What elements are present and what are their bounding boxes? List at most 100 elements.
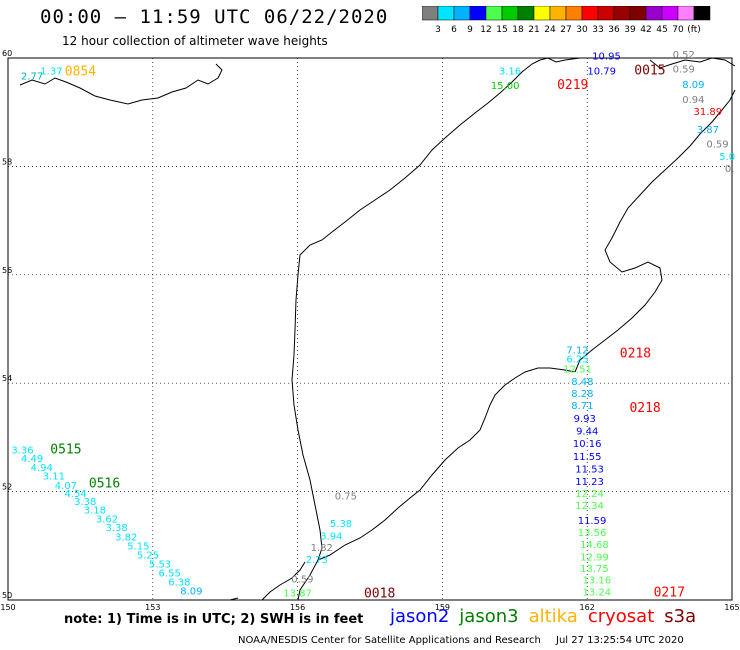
colorbar-label: 30	[576, 25, 588, 35]
pass-time-label: 0018	[364, 586, 395, 601]
wave-height-label: 9.44	[576, 427, 598, 438]
wave-height-label: 12.24	[575, 489, 604, 500]
wave-height-label: 2.77	[21, 72, 43, 83]
wave-height-label: 4.49	[21, 454, 43, 465]
colorbar-label: (ft)	[687, 25, 701, 35]
wave-height-label: 0.59	[291, 575, 313, 586]
wave-height-label: 0.59	[706, 139, 728, 150]
colorbar-label: 15	[496, 25, 507, 35]
pass-time-label: 0516	[89, 476, 120, 491]
legend-entry-s3a: s3a	[664, 606, 697, 627]
pass-time-label: 0219	[557, 78, 588, 93]
wave-height-label: 8.28	[571, 389, 593, 400]
wave-height-label: 1.82	[311, 543, 333, 554]
wave-height-label: 8.71	[571, 401, 593, 412]
legend-entry-altika: altika	[528, 606, 578, 627]
okhotsk-north-coastline	[19, 63, 223, 105]
lat-tick-label: 58	[2, 157, 12, 166]
wave-height-label: 8.09	[180, 587, 202, 598]
wave-height-label: 4.54	[64, 489, 86, 500]
wave-height-labels: 2.771.37 10.95 10.79 3.16 15.00 0.52 0.59 8.09 0…	[11, 50, 735, 600]
legend-entry-jason2: jason2	[390, 606, 450, 627]
colorbar-label: 33	[592, 25, 603, 35]
colorbar-swatch	[693, 6, 711, 21]
wave-height-label: 5.0	[719, 152, 735, 163]
wave-height-label: 14.68	[580, 540, 609, 551]
wave-height-label: 3.87	[697, 125, 719, 136]
satellite-legend: jason2 jason3 altika cryosat s3a	[390, 606, 706, 627]
footer-note: note: 1) Time is in UTC; 2) SWH is in fe…	[64, 612, 364, 627]
wave-height-label: 6.55	[159, 569, 181, 580]
wave-height-label: 6.25	[566, 355, 588, 366]
wave-height-label: 10.79	[587, 66, 616, 77]
lat-tick-label: 60	[2, 49, 12, 58]
lat-tick-label: 50	[2, 591, 12, 600]
northern-coastline	[539, 57, 736, 69]
wave-height-label: 3.16	[499, 66, 521, 77]
wave-height-label: 15.00	[491, 81, 520, 92]
wave-height-label: 3.94	[320, 531, 342, 542]
wave-height-label: 7.12	[566, 345, 588, 356]
map-title: 00:00 – 11:59 UTC 06/22/2020	[40, 6, 389, 28]
wave-height-label: 0.75	[335, 492, 357, 503]
wave-height-label: 0.52	[673, 50, 695, 61]
kuril-islands	[229, 561, 306, 601]
wave-height-label: 3.38	[105, 523, 127, 534]
colorbar-label: 21	[528, 25, 539, 35]
colorbar-label: 9	[467, 25, 473, 35]
pass-time-labels: 0854 0015 0219 0218 0218 0515 0516 0018 0217	[50, 63, 685, 601]
pass-time-label: 0515	[50, 443, 81, 458]
lat-lon-grid	[7, 57, 733, 601]
pass-time-label: 0854	[65, 64, 96, 79]
wave-height-label: 13.56	[578, 528, 607, 539]
wave-height-label: 11.23	[575, 477, 604, 488]
lon-tick-label: 153	[145, 603, 160, 612]
colorbar-label: 42	[640, 25, 651, 35]
lon-tick-label: 162	[580, 603, 595, 612]
wave-height-label: 1.37	[40, 66, 62, 77]
wave-height-label: 2.73	[306, 555, 328, 566]
lon-tick-label: 150	[0, 603, 15, 612]
colorbar-label: 12	[480, 25, 491, 35]
wave-height-label: 12.34	[575, 501, 604, 512]
colorbar-label: 70	[672, 25, 684, 35]
colorbar-label: 24	[544, 25, 556, 35]
wave-height-label: 0.59	[673, 65, 695, 76]
wave-height-label: 11.59	[578, 516, 607, 527]
wave-height-label: 6.38	[168, 577, 190, 588]
wave-height-label: 13.24	[583, 588, 612, 599]
colorbar-label: 36	[608, 25, 620, 35]
pass-time-label: 0217	[654, 586, 685, 601]
wave-height-label: 13.87	[283, 589, 312, 600]
lat-tick-label: 52	[2, 483, 12, 492]
wave-height-label: 10.95	[592, 52, 621, 63]
wave-height-label: 3.18	[84, 505, 106, 516]
wave-height-label: 5.53	[149, 559, 171, 570]
map-subtitle: 12 hour collection of altimeter wave hei…	[62, 34, 328, 48]
wave-height-label: 3.38	[74, 497, 96, 508]
color-scale-bar: 3 6 9 12 15 18 21 24 27 30 33 36 39 42 45 70 (ft)	[422, 6, 711, 35]
wave-height-label: 8.09	[682, 80, 704, 91]
lat-tick-label: 54	[2, 374, 12, 383]
wave-height-label: 5.25	[137, 550, 159, 561]
wave-height-label: 4.07	[55, 481, 77, 492]
legend-entry-jason3: jason3	[459, 606, 519, 627]
lat-tick-label: 56	[2, 266, 12, 275]
colorbar-label: 45	[656, 25, 667, 35]
wave-height-label: 9.93	[574, 414, 596, 425]
wave-height-label: 13.75	[580, 564, 609, 575]
wave-height-label: 3.62	[96, 514, 118, 525]
footer-credit: NOAA/NESDIS Center for Satellite Applica…	[238, 635, 541, 646]
legend-entry-cryosat: cryosat	[587, 606, 655, 627]
wave-height-label: 5.38	[330, 519, 352, 530]
pass-time-label: 0015	[634, 63, 665, 78]
wave-height-label: 3.11	[43, 472, 65, 483]
lon-tick-label: 159	[435, 603, 450, 612]
wave-height-label: 0.	[725, 164, 735, 175]
lon-tick-label: 156	[290, 603, 305, 612]
wave-height-label: 31.89	[694, 107, 723, 118]
lon-tick-label: 165	[724, 603, 739, 612]
wave-height-label: 8.48	[571, 377, 593, 388]
wave-height-label: 5.15	[127, 542, 149, 553]
